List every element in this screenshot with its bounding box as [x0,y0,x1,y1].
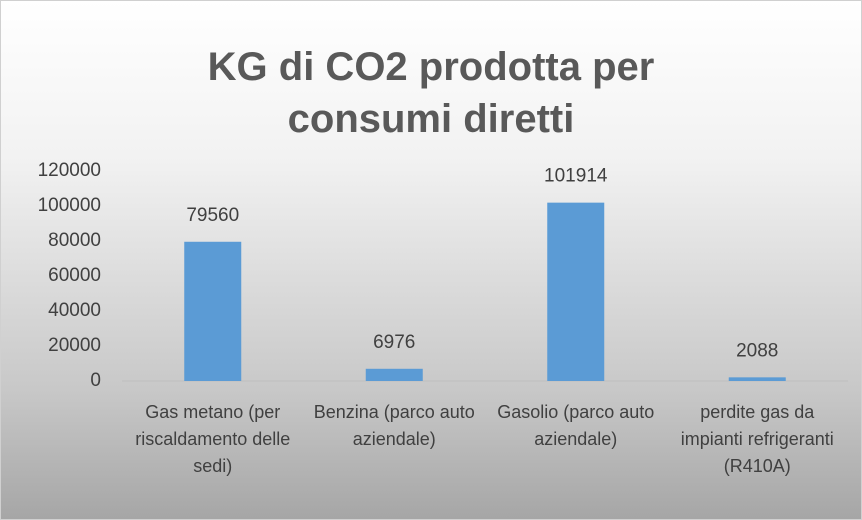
y-tick-label: 40000 [48,300,101,321]
chart-title: KG di CO2 prodotta per consumi diretti [207,45,655,141]
y-tick-label: 100000 [38,195,101,216]
bar [365,368,423,381]
data-label: 79560 [186,205,239,226]
data-label: 6976 [373,332,415,353]
x-tick-label: Gas metano (per riscaldamento delle sedi… [135,402,291,476]
bar [547,202,605,381]
bar [728,377,786,381]
y-tick-label: 20000 [48,335,101,356]
y-tick-label: 60000 [48,265,101,286]
data-label: 2088 [736,340,778,361]
x-tick-label: perdite gas da impianti refrigeranti (R4… [680,402,834,476]
x-tick-label: Gasolio (parco auto aziendale) [497,402,655,449]
data-label: 101914 [544,166,608,187]
x-tick-label: Benzina (parco auto aziendale) [313,402,475,449]
y-tick-label: 80000 [48,230,101,251]
bar [184,241,242,381]
y-tick-label: 120000 [38,160,101,181]
y-tick-label: 0 [90,370,101,391]
